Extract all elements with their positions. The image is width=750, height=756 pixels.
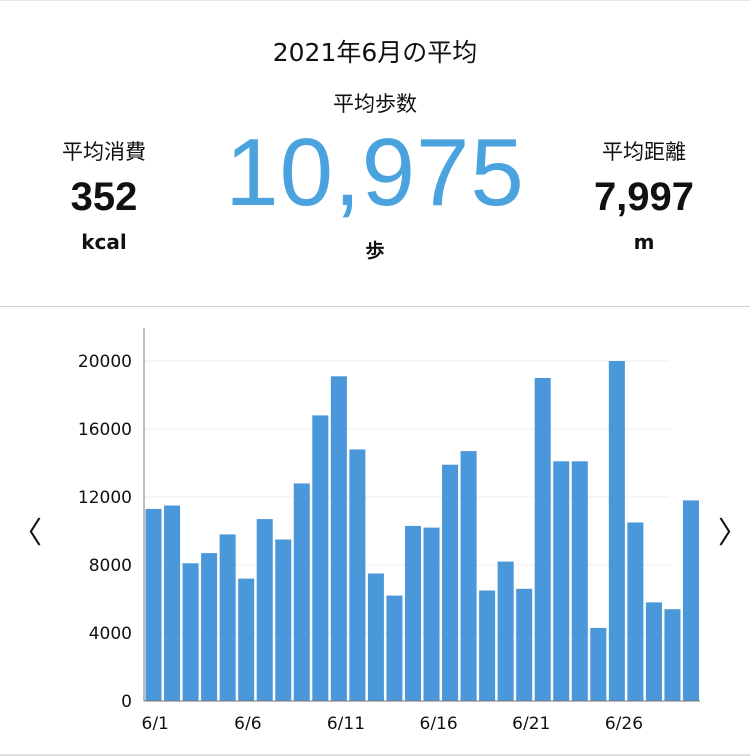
bar-6-30[interactable] <box>682 500 699 701</box>
y-tick-label: 20000 <box>78 352 132 372</box>
bar-6-15[interactable] <box>404 525 421 701</box>
bar-6-20[interactable] <box>497 561 514 701</box>
bar-6-8[interactable] <box>275 539 292 702</box>
bar-6-2[interactable] <box>164 505 181 702</box>
axis-layer: 0 4000 8000 12000 16000 20000 6/1 6/6 6/11 6/16 6/… <box>78 328 700 730</box>
bar-6-27[interactable] <box>627 522 644 702</box>
bar-6-12[interactable] <box>349 449 366 701</box>
distance-value: 7,997 <box>593 175 695 219</box>
y-tick-label: 0 <box>121 692 132 712</box>
bar-6-23[interactable] <box>553 461 570 701</box>
bar-6-5[interactable] <box>219 534 236 701</box>
calories-unit: kcal <box>81 230 127 254</box>
previous-month-button[interactable]: 〈 <box>12 516 42 551</box>
bar-6-22[interactable] <box>534 378 551 701</box>
distance-unit: m <box>633 230 655 254</box>
x-tick-label: 6/21 <box>512 714 550 730</box>
steps-unit: 歩 <box>365 240 385 262</box>
bar-6-16[interactable] <box>423 527 440 701</box>
bar-6-6[interactable] <box>238 578 255 701</box>
bar-6-3[interactable] <box>182 563 199 701</box>
steps-value: 10,975 <box>225 119 525 226</box>
bar-6-9[interactable] <box>293 483 310 701</box>
x-tick-label: 6/6 <box>234 714 261 730</box>
calories-value: 352 <box>70 175 138 219</box>
bar-6-7[interactable] <box>256 519 273 701</box>
bar-6-29[interactable] <box>664 609 681 701</box>
distance-label: 平均距離 <box>602 140 686 164</box>
bottom-border <box>0 754 750 756</box>
y-tick-label: 4000 <box>89 624 132 644</box>
y-tick-label: 16000 <box>78 420 132 440</box>
y-tick-label: 8000 <box>89 556 132 576</box>
distance-summary: 平均距離 7,997 m <box>554 136 734 254</box>
x-tick-label: 6/26 <box>605 714 643 730</box>
daily-steps-chart: 0 4000 8000 12000 16000 20000 6/1 6/6 6/11 6/16 6/… <box>78 328 700 730</box>
bar-6-14[interactable] <box>386 595 403 701</box>
bar-6-25[interactable] <box>590 627 607 701</box>
bar-6-21[interactable] <box>516 588 533 701</box>
x-tick-label: 6/1 <box>142 714 169 730</box>
bar-6-11[interactable] <box>330 376 347 701</box>
next-month-button[interactable]: 〉 <box>718 516 748 551</box>
x-tick-label: 6/16 <box>420 714 458 730</box>
page-title: 2021年6月の平均 <box>272 38 478 67</box>
calories-label: 平均消費 <box>62 140 146 164</box>
bar-6-28[interactable] <box>645 602 662 701</box>
y-tick-label: 12000 <box>78 488 132 508</box>
bar-6-18[interactable] <box>460 451 477 701</box>
bar-6-4[interactable] <box>201 553 218 701</box>
steps-label: 平均歩数 <box>333 92 417 116</box>
bars-layer <box>145 361 699 702</box>
bar-6-13[interactable] <box>367 573 384 702</box>
calories-summary: 平均消費 352 kcal <box>14 136 194 254</box>
section-divider <box>0 306 750 307</box>
bar-6-1[interactable] <box>145 508 162 701</box>
bar-6-17[interactable] <box>442 464 459 701</box>
bar-6-10[interactable] <box>312 415 329 701</box>
bar-6-26[interactable] <box>608 361 625 701</box>
top-border <box>0 0 750 1</box>
bar-6-24[interactable] <box>571 461 588 701</box>
bar-6-19[interactable] <box>479 590 496 702</box>
x-tick-label: 6/11 <box>327 714 365 730</box>
